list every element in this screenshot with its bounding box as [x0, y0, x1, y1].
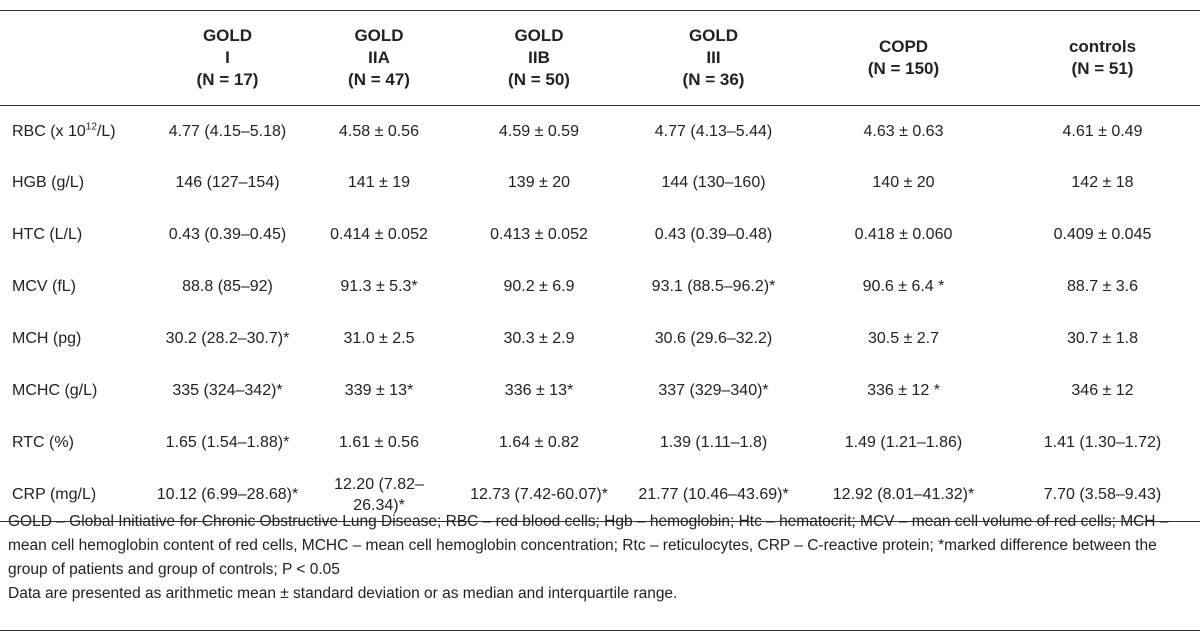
header-line: IIB: [528, 48, 550, 67]
table-cell: 0.409 ± 0.045: [1053, 225, 1152, 243]
header-line: controls: [1068, 37, 1137, 56]
header-line: (N = 51): [1071, 59, 1134, 78]
table-row-htc: HTC (L/L) 0.43 (0.39–0.45) 0.414 ± 0.052…: [0, 208, 1200, 261]
table-cell: 12.92 (8.01–41.32)*: [802, 468, 1005, 522]
table-cell: 339 ± 13*: [344, 381, 414, 399]
table-cell: 4.58 ± 0.56: [339, 122, 419, 140]
abbreviations-note: GOLD – Global Initiative for Chronic Obs…: [8, 513, 1169, 578]
table-cell: 0.418 ± 0.060: [854, 225, 953, 243]
header-gold-iii: GOLD III (N = 36): [625, 10, 802, 106]
table-cell: 4.59 ± 0.59: [499, 122, 579, 140]
blood-parameters-table: GOLD I (N = 17) GOLD IIA (N = 47) GOLD I…: [0, 10, 1200, 522]
header-line: GOLD: [202, 26, 253, 45]
header-gold-iib: GOLD IIB (N = 50): [453, 10, 625, 106]
table-cell: 88.8 (85–92): [182, 277, 273, 295]
table-cell: 4.77 (4.13–5.44): [654, 122, 773, 140]
header-copd: COPD (N = 150): [802, 10, 1005, 106]
table-cell: 31.0 ± 2.5: [343, 329, 415, 347]
table-row-crp: CRP (mg/L) 10.12 (6.99–28.68)* 12.20 (7.…: [0, 468, 1200, 522]
header-line: GOLD: [514, 26, 564, 45]
row-label: MCHC (g/L): [12, 381, 98, 399]
table-cell: 0.414 ± 0.052: [330, 225, 428, 243]
row-label: RTC (%): [12, 433, 74, 451]
header-gold-i: GOLD I (N = 17): [150, 10, 305, 106]
table-cell: 90.2 ± 6.9: [503, 277, 575, 295]
header-line: (N = 150): [867, 59, 940, 78]
table-cell: 4.63 ± 0.63: [863, 122, 944, 140]
table-cell: 7.70 (3.58–9.43): [1005, 468, 1200, 522]
header-line: IIA: [368, 48, 390, 67]
table-row-rtc: RTC (%) 1.65 (1.54–1.88)* 1.61 ± 0.56 1.…: [0, 416, 1200, 469]
row-label: MCV (fL): [12, 277, 76, 295]
header-line: (N = 50): [508, 70, 570, 89]
row-label-text: RBC (x 10: [12, 122, 86, 140]
table-cell: 1.61 ± 0.56: [339, 433, 419, 451]
table-cell: 140 ± 20: [872, 173, 935, 191]
table-cell: 335 (324–342)*: [172, 381, 283, 399]
header-gold-iia: GOLD IIA (N = 47): [305, 10, 453, 106]
header-line: COPD: [878, 37, 929, 56]
table-cell: 21.77 (10.46–43.69)*: [625, 468, 802, 522]
header-cell-label: [0, 10, 150, 106]
table-cell: 1.41 (1.30–1.72): [1043, 433, 1162, 451]
table-cell: 4.61 ± 0.49: [1062, 122, 1143, 140]
table-cell: 146 (127–154): [175, 173, 280, 191]
row-label: HGB (g/L): [12, 173, 85, 191]
table-cell: 0.413 ± 0.052: [490, 225, 588, 243]
table-row-rbc: RBC (x 1012/L) 4.77 (4.15–5.18) 4.58 ± 0…: [0, 106, 1200, 157]
table-cell: 30.7 ± 1.8: [1066, 329, 1139, 347]
header-row: GOLD I (N = 17) GOLD IIA (N = 47) GOLD I…: [0, 10, 1200, 106]
table-cell: 30.2 (28.2–30.7)*: [165, 329, 290, 347]
header-line: GOLD: [354, 26, 404, 45]
row-label: HTC (L/L): [12, 225, 83, 243]
table-cell: 12.20 (7.82–26.34)*: [305, 468, 453, 522]
table-footnote: GOLD – Global Initiative for Chronic Obs…: [0, 510, 1200, 606]
bottom-rule: [0, 630, 1200, 631]
table-cell: 337 (329–340)*: [658, 381, 769, 399]
table-cell: 1.64 ± 0.82: [499, 433, 579, 451]
table-cell: 1.65 (1.54–1.88)*: [165, 433, 290, 451]
table-cell: 144 (130–160): [661, 173, 766, 191]
table-cell: 0.43 (0.39–0.48): [654, 225, 773, 243]
table-cell: 91.3 ± 5.3*: [340, 277, 418, 295]
table-cell: 139 ± 20: [507, 173, 571, 191]
row-label: CRP (mg/L): [0, 468, 150, 522]
table-cell: 12.73 (7.42-60.07)*: [453, 468, 625, 522]
table-cell: 1.39 (1.11–1.8): [659, 433, 768, 451]
table-cell: 10.12 (6.99–28.68)*: [150, 468, 305, 522]
table-row-mch: MCH (pg) 30.2 (28.2–30.7)* 31.0 ± 2.5 30…: [0, 312, 1200, 365]
table-cell: 0.43 (0.39–0.45): [168, 225, 287, 243]
header-controls: controls (N = 51): [1005, 10, 1200, 106]
table-cell: 30.3 ± 2.9: [503, 329, 575, 347]
table-cell: 141 ± 19: [347, 173, 411, 191]
table-cell: 1.49 (1.21–1.86): [844, 433, 963, 451]
table-cell: 142 ± 18: [1071, 173, 1134, 191]
table-cell: 30.5 ± 2.7: [867, 329, 940, 347]
header-line: (N = 36): [682, 70, 745, 89]
table-cell: 336 ± 13*: [504, 381, 574, 399]
table-cell: 88.7 ± 3.6: [1066, 277, 1139, 295]
header-line: (N = 17): [196, 70, 259, 89]
table-row-mchc: MCHC (g/L) 335 (324–342)* 339 ± 13* 336 …: [0, 365, 1200, 416]
table-row-hgb: HGB (g/L) 146 (127–154) 141 ± 19 139 ± 2…: [0, 157, 1200, 208]
header-line: (N = 47): [348, 70, 410, 89]
header-line: I: [225, 48, 230, 67]
header-line: GOLD: [688, 26, 739, 45]
table-cell: 93.1 (88.5–96.2)*: [651, 277, 776, 295]
row-label: MCH (pg): [12, 329, 82, 347]
header-line: III: [706, 48, 721, 67]
table-cell: 336 ± 12 *: [867, 381, 940, 399]
row-label: RBC (x 1012/L): [0, 106, 150, 157]
table-cell: 4.77 (4.15–5.18): [168, 122, 287, 140]
table-cell: 30.6 (29.6–32.2): [654, 329, 773, 347]
data-presentation-note: Data are presented as arithmetic mean ± …: [8, 585, 678, 602]
row-label-exponent: 12: [85, 121, 97, 133]
row-label-unit: /L): [96, 122, 116, 140]
table-row-mcv: MCV (fL) 88.8 (85–92) 91.3 ± 5.3* 90.2 ±…: [0, 261, 1200, 312]
table-cell: 346 ± 12: [1071, 381, 1134, 399]
table-cell: 90.6 ± 6.4 *: [862, 277, 945, 295]
